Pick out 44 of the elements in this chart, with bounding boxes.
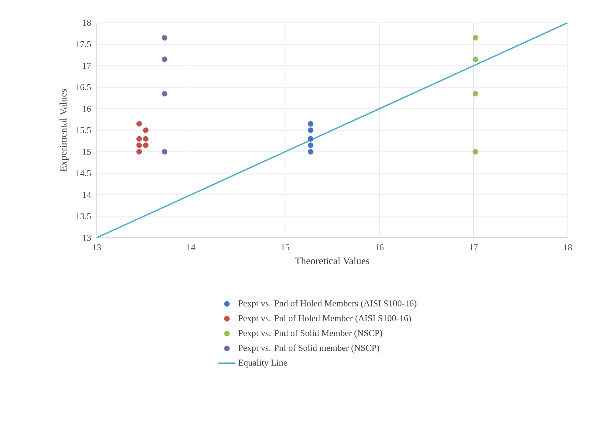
y-tick-label: 18 bbox=[83, 20, 92, 26]
point bbox=[308, 142, 314, 148]
point bbox=[162, 91, 168, 97]
y-tick-label: 16 bbox=[83, 106, 92, 112]
x-tick-label: 16 bbox=[376, 244, 384, 251]
legend-label: Pexpt vs. Pnl of Solid member (NSCP) bbox=[238, 344, 380, 353]
point bbox=[308, 128, 314, 134]
y-axis-title: Experimental Values bbox=[60, 89, 69, 172]
y-tick-label: 13.5 bbox=[76, 213, 92, 220]
point bbox=[472, 91, 478, 97]
point bbox=[162, 149, 168, 155]
x-tick-label: 14 bbox=[187, 244, 196, 250]
x-tick-label: 17 bbox=[470, 244, 478, 250]
point bbox=[308, 121, 314, 127]
point bbox=[472, 35, 478, 41]
y-tick-label: 15.5 bbox=[76, 127, 92, 134]
y-tick-label: 14.5 bbox=[76, 170, 92, 177]
point bbox=[308, 149, 314, 155]
y-tick-label: 17.5 bbox=[76, 41, 92, 48]
point bbox=[136, 136, 142, 142]
point bbox=[308, 136, 314, 142]
x-tick-label: 13 bbox=[93, 244, 102, 251]
y-tick-label: 15 bbox=[83, 148, 92, 156]
x-tick-label: 18 bbox=[564, 244, 572, 251]
point bbox=[472, 56, 478, 62]
x-tick-label: 15 bbox=[282, 244, 290, 251]
point bbox=[136, 142, 142, 148]
point bbox=[162, 56, 168, 62]
point bbox=[162, 35, 168, 41]
y-tick-label: 14 bbox=[83, 192, 92, 198]
point bbox=[136, 121, 142, 127]
legend-label: Equality Line bbox=[238, 360, 288, 368]
y-tick-label: 16.5 bbox=[76, 84, 92, 91]
y-tick-label: 13 bbox=[83, 234, 92, 242]
point bbox=[143, 128, 149, 134]
legend-label: Pexpt vs. Pnl of Holed Member (AISI S100-16) bbox=[238, 315, 412, 324]
x-axis-title: Theoretical Values bbox=[295, 257, 370, 265]
legend-label: Pexpt vs. Pnd of Holed Members (AISI S100-16) bbox=[238, 300, 417, 308]
legend-label: Pexpt vs. Pnd of Solid Member (NSCP) bbox=[238, 330, 382, 338]
point bbox=[143, 142, 149, 148]
y-tick-label: 17 bbox=[83, 63, 92, 69]
point bbox=[143, 136, 149, 142]
point bbox=[472, 149, 478, 155]
point bbox=[136, 149, 142, 155]
